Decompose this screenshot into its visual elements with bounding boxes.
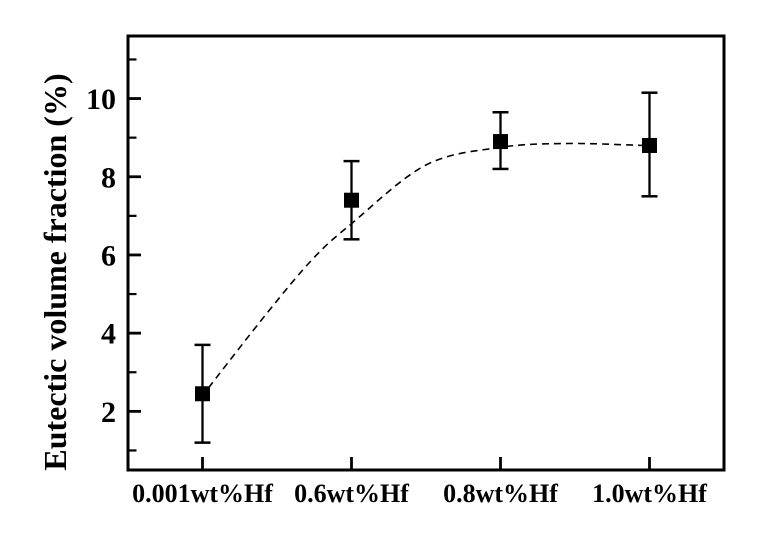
y-tick-label: 8: [101, 161, 116, 194]
trend-line: [207, 142, 646, 389]
data-point-marker: [493, 134, 508, 150]
plot-area: 2 4 6 8 10 0.001wt%Hf 0.6wt%Hf 0.8wt%Hf 1.0wt%Hf: [86, 34, 726, 508]
y-axis-title: Eutectic volume fraction (%): [37, 73, 73, 470]
plot-frame: [126, 34, 726, 472]
data-point-marker: [195, 386, 210, 402]
data-point-marker: [344, 192, 359, 208]
y-tick-label: 6: [101, 239, 116, 272]
y-tick-label: 4: [101, 318, 116, 351]
x-category-label: 0.001wt%Hf: [132, 479, 273, 508]
y-tick-label: 2: [101, 396, 116, 429]
x-category-label: 0.6wt%Hf: [294, 479, 409, 508]
x-category-label: 0.8wt%Hf: [443, 479, 558, 508]
y-tick-label: 10: [86, 83, 116, 116]
data-point-marker: [642, 137, 657, 153]
x-category-label: 1.0wt%Hf: [592, 479, 707, 508]
